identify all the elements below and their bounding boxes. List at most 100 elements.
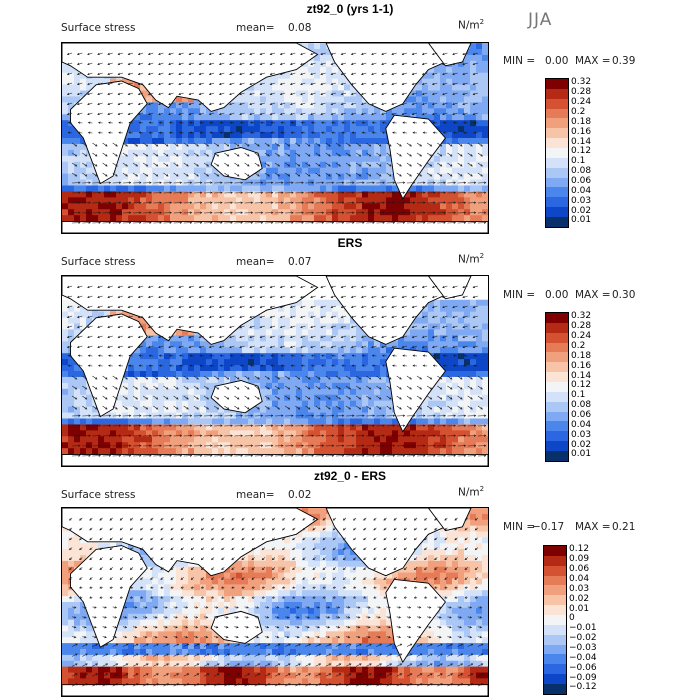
colorbar-swatch bbox=[544, 634, 566, 645]
panel-2-mean-label: mean= bbox=[236, 256, 275, 268]
colorbar-swatch bbox=[546, 197, 568, 208]
panel-3-mean-value: 0.02 bbox=[288, 489, 312, 501]
colorbar-swatch bbox=[544, 565, 566, 576]
colorbar-swatch bbox=[544, 546, 566, 556]
colorbar-tick-label: 0.28 bbox=[571, 321, 592, 332]
panel-3-max-label: MAX = bbox=[575, 521, 611, 533]
colorbar-tick-label: −0.06 bbox=[569, 662, 597, 673]
colorbar-tick-label: 0.14 bbox=[571, 370, 592, 381]
land-mask bbox=[62, 43, 488, 233]
panel-2-units-text: N/m bbox=[458, 253, 480, 266]
colorbar-swatch bbox=[546, 391, 568, 402]
colorbar-tick-label: 0.12 bbox=[571, 146, 592, 157]
panel-2-field-label: Surface stress bbox=[61, 256, 136, 268]
panel-1-map-svg bbox=[62, 43, 488, 233]
panel-3-min-label: MIN = bbox=[503, 521, 536, 533]
colorbar-swatch bbox=[546, 88, 568, 99]
colorbar-tick-label: 0.32 bbox=[571, 311, 592, 322]
colorbar-tick-label: 0 bbox=[569, 613, 575, 624]
colorbar-swatch bbox=[546, 167, 568, 178]
panel-3-title: zt92_0 - ERS bbox=[313, 469, 387, 483]
wind-vector-arrow-icon bbox=[66, 52, 487, 224]
colorbar-swatch bbox=[546, 372, 568, 383]
colorbar-tick-label: 0.18 bbox=[571, 116, 592, 127]
panel-3-colorbar bbox=[543, 545, 567, 695]
panel-1-max-label: MAX = bbox=[575, 55, 611, 67]
colorbar-swatch bbox=[544, 575, 566, 586]
colorbar-swatch bbox=[546, 118, 568, 129]
panel-3-map-svg bbox=[62, 508, 488, 696]
colorbar-swatch bbox=[546, 148, 568, 158]
colorbar-swatch bbox=[544, 585, 566, 596]
colorbar-tick-label: 0.12 bbox=[571, 380, 592, 391]
panel-2-max-value: 0.30 bbox=[612, 289, 636, 301]
colorbar-swatch bbox=[546, 177, 568, 188]
panel-3-max-value: 0.21 bbox=[612, 521, 636, 533]
panel-1-colorbar bbox=[545, 78, 569, 228]
colorbar-swatch bbox=[546, 98, 568, 109]
colorbar-tick-label: 0.03 bbox=[571, 429, 592, 440]
colorbar-tick-label: 0.01 bbox=[571, 215, 592, 226]
colorbar-swatch bbox=[546, 411, 568, 422]
colorbar-swatch bbox=[544, 664, 566, 675]
colorbar-tick-label: −0.02 bbox=[569, 633, 597, 644]
colorbar-tick-label: 0.02 bbox=[571, 205, 592, 216]
colorbar-tick-label: −0.03 bbox=[569, 643, 597, 654]
colorbar-swatch bbox=[546, 157, 568, 168]
colorbar-swatch bbox=[546, 207, 568, 218]
colorbar-swatch bbox=[546, 362, 568, 373]
colorbar-tick-label: 0.2 bbox=[571, 107, 586, 117]
panel-1-colorbar-ticks: 0.32 0.28 0.24 0.2 0.18 0.16 0.14 0.12 0.1 0.08 0.… bbox=[571, 78, 611, 226]
panel-2-mean-value: 0.07 bbox=[288, 256, 312, 268]
panel-1-map bbox=[61, 42, 489, 234]
colorbar-swatch bbox=[546, 128, 568, 139]
colorbar-swatch bbox=[546, 352, 568, 363]
wind-vector-arrow-icon bbox=[66, 285, 487, 457]
wind-vector-arrow-icon bbox=[68, 517, 484, 687]
colorbar-tick-label: 0.02 bbox=[569, 593, 590, 604]
panel-2-map bbox=[61, 275, 489, 467]
colorbar-tick-label: 0.09 bbox=[569, 554, 590, 565]
colorbar-swatch bbox=[544, 605, 566, 616]
colorbar-tick-label: −0.09 bbox=[569, 672, 597, 683]
panel-3-mean-label: mean= bbox=[236, 489, 275, 501]
colorbar-swatch bbox=[546, 401, 568, 412]
colorbar-tick-label: 0.06 bbox=[571, 410, 592, 421]
panel-1-mean-label: mean= bbox=[236, 22, 275, 34]
colorbar-swatch bbox=[546, 187, 568, 198]
panel-2-title: ERS bbox=[337, 236, 363, 250]
colorbar-swatch bbox=[546, 108, 568, 119]
panel-3-colorbar-ticks: 0.12 0.09 0.06 0.04 0.03 0.02 0.01 0 −0.01 −0.02−… bbox=[569, 545, 613, 693]
panel-1-field-label: Surface stress bbox=[61, 22, 136, 34]
colorbar-swatch bbox=[546, 382, 568, 392]
colorbar-swatch bbox=[544, 644, 566, 655]
colorbar-tick-label: −0.04 bbox=[569, 652, 597, 663]
colorbar-swatch bbox=[546, 421, 568, 432]
colorbar-tick-label: 0.16 bbox=[571, 360, 592, 371]
panel-1-units-sup: 2 bbox=[479, 18, 485, 26]
colorbar-tick-label: 0.08 bbox=[571, 400, 592, 411]
colorbar-tick-label: 0.32 bbox=[571, 77, 592, 88]
colorbar-tick-label: 0.04 bbox=[571, 185, 592, 196]
colorbar-tick-label: 0.12 bbox=[569, 544, 590, 555]
colorbar-tick-label: −0.12 bbox=[569, 682, 597, 693]
colorbar-tick-label: 0.03 bbox=[569, 583, 590, 594]
colorbar-swatch bbox=[544, 684, 566, 694]
colorbar-tick-label: 0.04 bbox=[571, 419, 592, 430]
panel-1-units-text: N/m bbox=[458, 19, 480, 32]
panel-2-min-label: MIN = bbox=[503, 289, 536, 301]
colorbar-swatch bbox=[546, 431, 568, 442]
colorbar-swatch bbox=[546, 451, 568, 461]
panel-2-min-value: 0.00 bbox=[545, 289, 569, 301]
panel-2-map-svg bbox=[62, 276, 488, 466]
land-mask bbox=[62, 508, 488, 696]
panel-3-units-sup: 2 bbox=[479, 485, 485, 493]
panel-1-units: N/m2 bbox=[458, 18, 484, 32]
panel-1-max-value: 0.39 bbox=[612, 55, 636, 67]
colorbar-swatch bbox=[544, 654, 566, 665]
panel-1-min-label: MIN = bbox=[503, 55, 536, 67]
panel-3-units-text: N/m bbox=[458, 486, 480, 499]
colorbar-tick-label: 0.16 bbox=[571, 126, 592, 137]
colorbar-tick-label: 0.01 bbox=[571, 449, 592, 460]
colorbar-tick-label: 0.1 bbox=[571, 390, 586, 401]
